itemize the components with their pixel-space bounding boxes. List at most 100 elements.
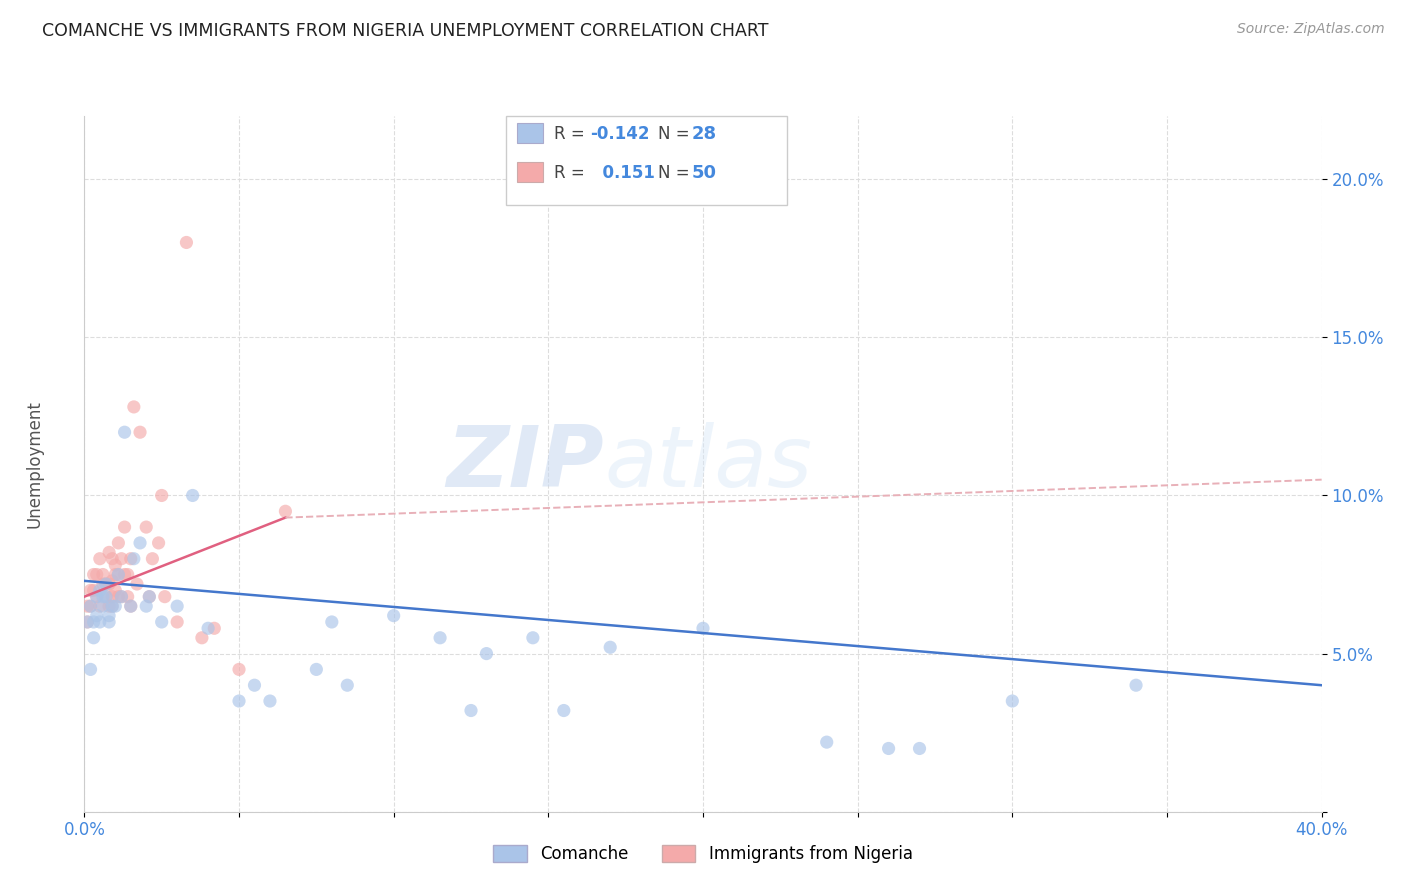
Point bbox=[86, 590, 108, 604]
Point bbox=[86, 567, 108, 582]
Point bbox=[815, 735, 838, 749]
Point bbox=[176, 235, 198, 250]
Text: COMANCHE VS IMMIGRANTS FROM NIGERIA UNEMPLOYMENT CORRELATION CHART: COMANCHE VS IMMIGRANTS FROM NIGERIA UNEM… bbox=[42, 22, 769, 40]
Point bbox=[98, 545, 121, 559]
Point bbox=[83, 631, 105, 645]
Legend: Comanche, Immigrants from Nigeria: Comanche, Immigrants from Nigeria bbox=[486, 838, 920, 870]
Point bbox=[382, 608, 405, 623]
Point bbox=[94, 590, 117, 604]
Point bbox=[91, 599, 114, 614]
Point bbox=[120, 599, 142, 614]
Point bbox=[228, 662, 250, 676]
Point bbox=[553, 704, 575, 718]
Point bbox=[148, 536, 170, 550]
Point bbox=[150, 488, 173, 502]
Point bbox=[89, 615, 111, 629]
Text: Source: ZipAtlas.com: Source: ZipAtlas.com bbox=[1237, 22, 1385, 37]
Point bbox=[91, 590, 114, 604]
Point bbox=[138, 590, 160, 604]
Point bbox=[321, 615, 343, 629]
Point bbox=[104, 599, 127, 614]
Text: 28: 28 bbox=[692, 125, 717, 143]
Text: Unemployment: Unemployment bbox=[25, 400, 44, 528]
Text: N =: N = bbox=[658, 125, 695, 143]
Point bbox=[83, 615, 105, 629]
Point bbox=[107, 567, 129, 582]
Point bbox=[117, 567, 139, 582]
Point bbox=[98, 599, 121, 614]
Point bbox=[94, 577, 117, 591]
Point bbox=[197, 621, 219, 635]
Text: 0.151: 0.151 bbox=[591, 164, 654, 182]
Point bbox=[98, 577, 121, 591]
Point bbox=[101, 574, 124, 588]
Point bbox=[98, 608, 121, 623]
Point bbox=[114, 567, 136, 582]
Point bbox=[1125, 678, 1147, 692]
Point bbox=[104, 583, 127, 598]
Point bbox=[107, 536, 129, 550]
Point bbox=[101, 590, 124, 604]
Point bbox=[692, 621, 714, 635]
Point bbox=[76, 615, 98, 629]
Point bbox=[153, 590, 176, 604]
Point bbox=[83, 583, 105, 598]
Point bbox=[202, 621, 225, 635]
Text: 50: 50 bbox=[692, 164, 717, 182]
Point bbox=[150, 615, 173, 629]
Point bbox=[89, 599, 111, 614]
Text: R =: R = bbox=[554, 164, 591, 182]
Point bbox=[274, 504, 297, 518]
Point bbox=[599, 640, 621, 655]
Point bbox=[129, 536, 152, 550]
Point bbox=[125, 577, 148, 591]
Point bbox=[166, 615, 188, 629]
Point bbox=[79, 662, 101, 676]
Point bbox=[79, 599, 101, 614]
Point bbox=[79, 583, 101, 598]
Point bbox=[94, 590, 117, 604]
Point bbox=[138, 590, 160, 604]
Point bbox=[107, 567, 129, 582]
Point bbox=[91, 577, 114, 591]
Point bbox=[336, 678, 359, 692]
Point bbox=[76, 599, 98, 614]
Point bbox=[94, 577, 117, 591]
Point bbox=[1001, 694, 1024, 708]
Point bbox=[135, 599, 157, 614]
Point bbox=[86, 608, 108, 623]
Point bbox=[228, 694, 250, 708]
Text: -0.142: -0.142 bbox=[591, 125, 650, 143]
Text: N =: N = bbox=[658, 164, 695, 182]
Text: ZIP: ZIP bbox=[446, 422, 605, 506]
Point bbox=[122, 551, 145, 566]
Point bbox=[101, 599, 124, 614]
Point bbox=[305, 662, 328, 676]
Point bbox=[83, 567, 105, 582]
Point bbox=[107, 590, 129, 604]
Point bbox=[877, 741, 900, 756]
Point bbox=[141, 551, 163, 566]
Point bbox=[79, 599, 101, 614]
Text: atlas: atlas bbox=[605, 422, 813, 506]
Point bbox=[86, 590, 108, 604]
Point bbox=[114, 520, 136, 534]
Point bbox=[429, 631, 451, 645]
Point bbox=[98, 615, 121, 629]
Point bbox=[135, 520, 157, 534]
Point bbox=[181, 488, 204, 502]
Point bbox=[259, 694, 281, 708]
Point bbox=[110, 590, 132, 604]
Point bbox=[522, 631, 544, 645]
Point bbox=[101, 599, 124, 614]
Point bbox=[243, 678, 266, 692]
Point bbox=[460, 704, 482, 718]
Point bbox=[114, 425, 136, 440]
Point bbox=[104, 558, 127, 572]
Point bbox=[76, 615, 98, 629]
Point bbox=[91, 567, 114, 582]
Point bbox=[89, 583, 111, 598]
Point bbox=[110, 590, 132, 604]
Point bbox=[120, 599, 142, 614]
Point bbox=[89, 551, 111, 566]
